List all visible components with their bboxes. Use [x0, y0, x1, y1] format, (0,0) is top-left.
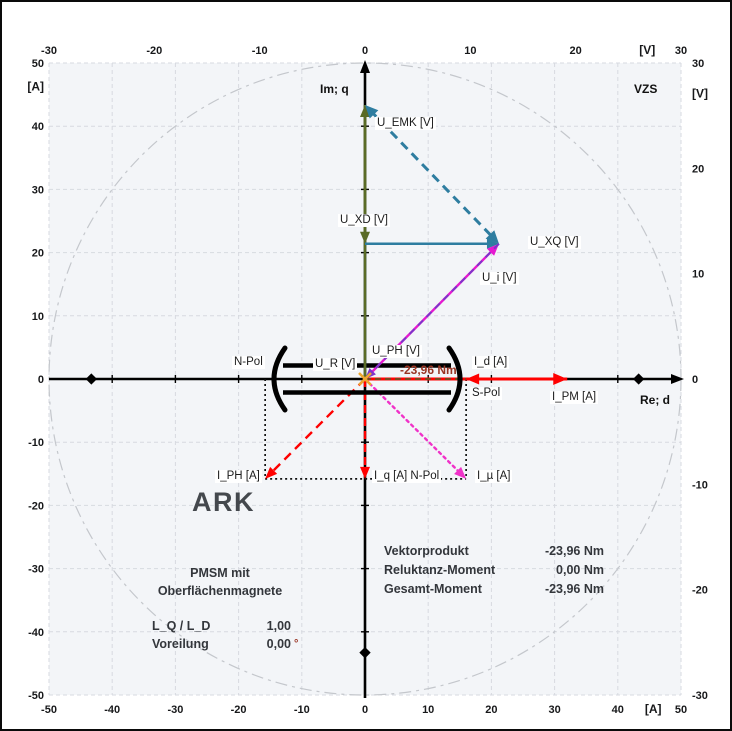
svg-text:20: 20 — [485, 704, 497, 716]
degree-suffix: ° — [294, 638, 299, 650]
label-u-i: U_i [V] — [480, 272, 519, 285]
label-im-q: Im; q — [320, 82, 349, 96]
svg-text:0: 0 — [362, 45, 368, 57]
label-ark: ARK — [192, 487, 255, 517]
label-n-pol: N-Pol — [232, 356, 265, 369]
svg-text:50: 50 — [675, 704, 687, 716]
svg-text:-10: -10 — [692, 479, 708, 491]
svg-text:20: 20 — [692, 163, 704, 175]
label-u-ph: U_PH [V] — [370, 345, 422, 358]
svg-text:40: 40 — [32, 121, 44, 133]
svg-text:0: 0 — [38, 374, 44, 386]
moment-label: Reluktanz-Moment — [384, 563, 496, 577]
moment-value: -23,96 Nm — [544, 544, 604, 558]
moment-row-gesamt: Gesamt-Moment -23,96 Nm — [384, 582, 604, 596]
label-u-xd: U_XD [V] — [338, 214, 390, 227]
machine-line2: Oberflächenmagnete — [157, 584, 283, 598]
label-vzs: VZS — [634, 82, 658, 96]
label-re-d: Re; d — [640, 393, 670, 407]
svg-text:-40: -40 — [28, 627, 44, 639]
svg-text:-50: -50 — [28, 690, 44, 702]
svg-text:-30: -30 — [41, 45, 57, 57]
svg-text:-10: -10 — [294, 704, 310, 716]
svg-text:50: 50 — [32, 58, 44, 70]
svg-text:[A]: [A] — [27, 79, 44, 93]
param-label: Voreilung — [152, 637, 209, 651]
moment-value: -23,96 Nm — [544, 582, 604, 596]
moment-label: Vektorprodukt — [384, 544, 469, 558]
moment-row-reluktanz: Reluktanz-Moment 0,00 Nm — [384, 563, 604, 577]
svg-text:-10: -10 — [28, 437, 44, 449]
param-value: 1,00 — [266, 619, 291, 633]
parameter-block: L_Q / L_D 1,00 Voreilung 0,00 ° — [152, 619, 306, 655]
svg-text:30: 30 — [32, 184, 44, 196]
svg-text:[V]: [V] — [692, 87, 708, 101]
svg-text:0: 0 — [692, 374, 698, 386]
svg-text:10: 10 — [32, 311, 44, 323]
label-i-pm: I_PM [A] — [550, 391, 599, 404]
svg-text:-10: -10 — [252, 45, 268, 57]
label-u-xq: U_XQ [V] — [528, 236, 581, 249]
torque-results-block: Vektorprodukt -23,96 Nm Reluktanz-Moment… — [384, 544, 604, 601]
svg-text:-20: -20 — [146, 45, 162, 57]
svg-text:-40: -40 — [104, 704, 120, 716]
param-row-lq-ld: L_Q / L_D 1,00 — [152, 619, 306, 633]
label-torque: -23,96 Nm — [400, 363, 457, 377]
svg-text:40: 40 — [612, 704, 624, 716]
label-i-q-npol: I_q [A] N-Pol — [372, 470, 442, 483]
label-u-r: U_R [V] — [313, 358, 358, 371]
svg-text:30: 30 — [692, 58, 704, 70]
svg-text:-30: -30 — [28, 564, 44, 576]
svg-text:20: 20 — [32, 248, 44, 260]
svg-text:[A]: [A] — [645, 702, 662, 716]
label-i-ph: I_PH [A] — [215, 470, 262, 483]
moment-value: 0,00 Nm — [556, 563, 604, 577]
moment-label: Gesamt-Moment — [384, 582, 482, 596]
machine-line1: PMSM mit — [190, 566, 250, 580]
svg-text:-20: -20 — [231, 704, 247, 716]
machine-type-block: PMSM mit Oberflächenmagnete — [130, 564, 310, 600]
param-row-voreilung: Voreilung 0,00 ° — [152, 637, 306, 651]
label-i-d: I_d [A] — [472, 356, 510, 369]
svg-text:10: 10 — [692, 269, 704, 281]
svg-text:[V]: [V] — [639, 43, 655, 57]
label-s-pol: S-Pol — [470, 387, 503, 400]
moment-row-vektorprodukt: Vektorprodukt -23,96 Nm — [384, 544, 604, 558]
svg-text:-30: -30 — [167, 704, 183, 716]
svg-text:-50: -50 — [41, 704, 57, 716]
param-suffix — [291, 619, 306, 633]
svg-text:-30: -30 — [692, 690, 708, 702]
label-i-mu: I_µ [A] — [475, 470, 513, 483]
svg-text:30: 30 — [675, 45, 687, 57]
svg-text:-20: -20 — [28, 500, 44, 512]
svg-text:30: 30 — [548, 704, 560, 716]
svg-text:0: 0 — [362, 704, 368, 716]
svg-text:-20: -20 — [692, 585, 708, 597]
label-u-emk: U_EMK [V] — [375, 117, 436, 130]
param-label: L_Q / L_D — [152, 619, 211, 633]
svg-text:20: 20 — [570, 45, 582, 57]
svg-text:10: 10 — [422, 704, 434, 716]
svg-text:10: 10 — [464, 45, 476, 57]
param-value: 0,00 — [266, 637, 291, 651]
